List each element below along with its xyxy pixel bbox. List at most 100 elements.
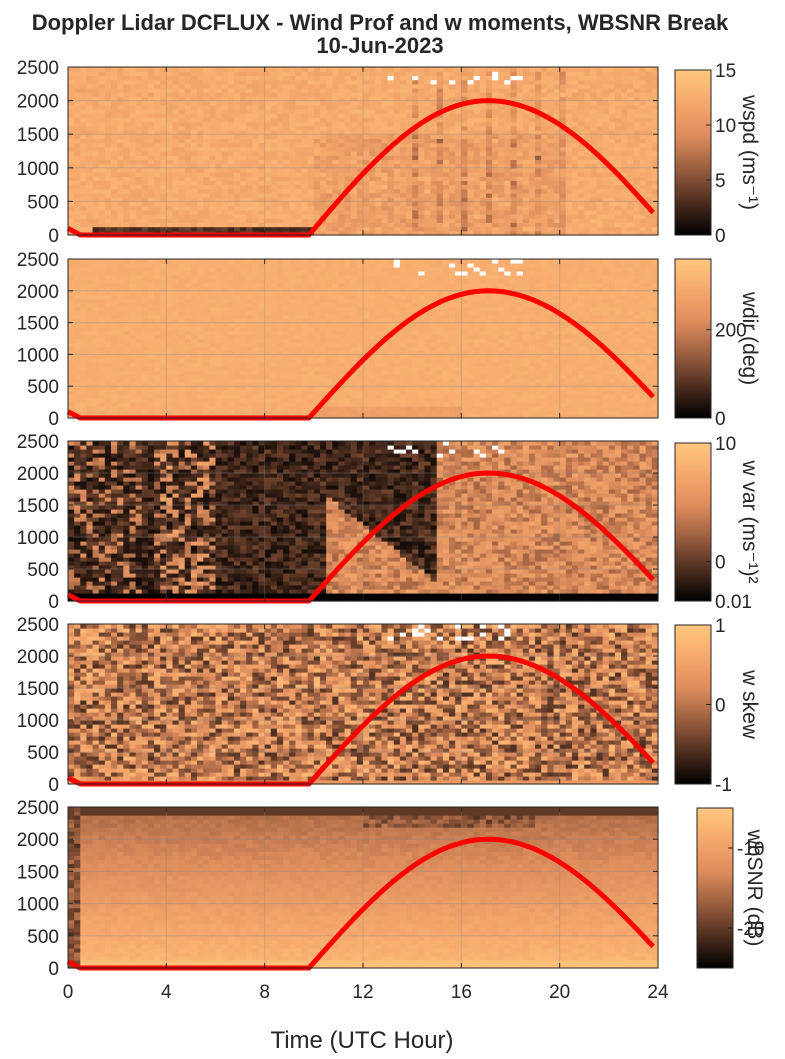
heatmap-cell (111, 390, 118, 395)
heatmap-cell (160, 270, 167, 276)
heatmap-cell (535, 167, 542, 173)
heatmap-cell (651, 197, 659, 202)
heatmap-cell (190, 113, 198, 118)
heatmap-cell (154, 358, 161, 363)
heatmap-cell (221, 362, 229, 367)
heatmap-cell (135, 205, 143, 211)
heatmap-cell (117, 151, 124, 156)
heatmap-cell (184, 342, 192, 348)
heatmap-cell (276, 172, 284, 177)
heatmap-cell (117, 214, 124, 219)
heatmap-cell (264, 151, 272, 156)
heatmap-cell (283, 117, 290, 123)
heatmap-cell (166, 71, 174, 76)
heatmap-cell (203, 262, 210, 268)
heatmap-cell (541, 230, 548, 236)
heatmap-cell (295, 146, 303, 152)
heatmap-cell (233, 142, 241, 148)
heatmap-cell (406, 71, 413, 76)
heatmap-cell (215, 326, 223, 332)
heatmap-cell (307, 142, 315, 148)
heatmap-cell (344, 138, 352, 144)
heatmap-cell (633, 197, 641, 202)
heatmap-cell (270, 121, 278, 127)
heatmap-cell (498, 92, 505, 97)
heatmap-cell (154, 176, 161, 181)
heatmap-cell (547, 201, 555, 207)
heatmap-cell (498, 142, 505, 148)
heatmap-cell (166, 197, 174, 202)
heatmap-cell (412, 92, 419, 97)
heatmap-cell (258, 163, 266, 169)
heatmap-cell (326, 130, 333, 135)
heatmap-cell (627, 109, 635, 114)
heatmap-cell (399, 83, 407, 89)
heatmap-cell (203, 180, 210, 186)
heatmap-cell (571, 180, 579, 186)
heatmap-cell (387, 71, 395, 76)
heatmap-cell (154, 151, 161, 156)
heatmap-cell (111, 394, 118, 399)
heatmap-cell (350, 92, 358, 97)
heatmap-cell (246, 75, 253, 81)
heatmap-cell (399, 113, 407, 118)
heatmap-cell (492, 180, 499, 186)
heatmap-cell (535, 83, 542, 89)
heatmap-cell (307, 222, 315, 228)
heatmap-cell (627, 226, 635, 232)
heatmap-cell (80, 398, 88, 403)
heatmap-cell (190, 358, 198, 363)
heatmap-cell (479, 104, 487, 110)
heatmap-cell (80, 386, 88, 391)
heatmap-cell (68, 113, 75, 118)
heatmap-cell (639, 121, 647, 127)
heatmap-cell (559, 230, 567, 236)
heatmap-cell (227, 104, 235, 110)
heatmap-cell (184, 121, 192, 127)
heatmap-cell (387, 83, 395, 89)
heatmap-cell (627, 100, 635, 106)
heatmap-cell (154, 197, 161, 202)
heatmap-cell (203, 370, 210, 375)
heatmap-cell (553, 201, 561, 207)
heatmap-cell (270, 79, 278, 85)
heatmap-cell (276, 96, 284, 102)
heatmap-cell (639, 142, 647, 148)
heatmap-cell (166, 318, 174, 324)
heatmap-cell (160, 188, 167, 194)
heatmap-cell (246, 155, 253, 160)
heatmap-cell (209, 306, 217, 312)
heatmap-cell (172, 100, 180, 106)
heatmap-cell (184, 406, 192, 411)
heatmap-cell (528, 146, 536, 152)
heatmap-cell (455, 176, 462, 181)
heatmap-cell (227, 188, 235, 194)
heatmap-cell (141, 172, 149, 177)
heatmap-cell (141, 322, 149, 328)
heatmap-cell (227, 394, 235, 399)
heatmap-cell (86, 121, 94, 127)
heatmap-cell (74, 314, 81, 320)
heatmap-cell (215, 172, 223, 177)
heatmap-cell (528, 142, 536, 148)
heatmap-cell (166, 346, 174, 352)
heatmap-cell (535, 193, 542, 198)
heatmap-cell (528, 201, 536, 207)
heatmap-cell (172, 402, 180, 407)
heatmap-cell (283, 226, 290, 232)
heatmap-cell (147, 100, 155, 106)
heatmap-cell (111, 362, 118, 367)
heatmap-cell (166, 354, 174, 359)
heatmap-cell (455, 197, 462, 202)
heatmap-cell (627, 67, 635, 72)
heatmap-cell (553, 109, 561, 114)
heatmap-cell (160, 180, 167, 186)
heatmap-cell (86, 138, 94, 144)
heatmap-cell (578, 159, 585, 165)
heatmap-cell (424, 193, 432, 198)
heatmap-cell (209, 318, 217, 324)
heatmap-cell (166, 138, 174, 144)
heatmap-cell (449, 155, 456, 160)
heatmap-cell (98, 117, 106, 123)
heatmap-cell (301, 209, 309, 215)
